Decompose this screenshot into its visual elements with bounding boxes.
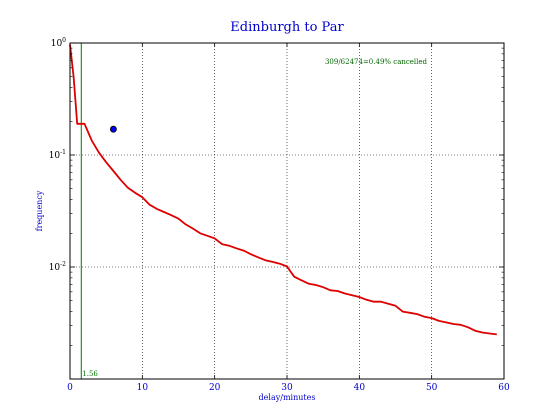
axis-ticks: 0 10 20 30 40 50 60 100 10-1 10-2 (49, 37, 510, 393)
y-tick-label: 10-2 (49, 261, 66, 273)
x-tick-label: 60 (498, 383, 510, 393)
series-group (69, 44, 497, 336)
mean-delay-label: 1.56 (82, 370, 98, 378)
x-tick-label: 40 (354, 383, 366, 393)
series-line (69, 44, 497, 336)
marker-group (110, 125, 117, 133)
x-axis-label: delay/minutes (259, 393, 316, 402)
marker-point (110, 125, 117, 133)
y-tick-label: 100 (51, 37, 66, 49)
chart-title: Edinburgh to Par (230, 20, 344, 35)
x-tick-label: 20 (209, 383, 221, 393)
x-tick-label: 50 (426, 383, 438, 393)
cancelled-annotation: 309/62474=0.49% cancelled (325, 58, 428, 66)
x-tick-label: 10 (137, 383, 149, 393)
x-tick-label: 30 (281, 383, 293, 393)
y-tick-label: 10-1 (49, 149, 66, 161)
x-tick-label: 0 (67, 383, 73, 393)
reference-line-group: 1.56 (80, 43, 98, 379)
y-axis-label: frequency (35, 190, 44, 231)
